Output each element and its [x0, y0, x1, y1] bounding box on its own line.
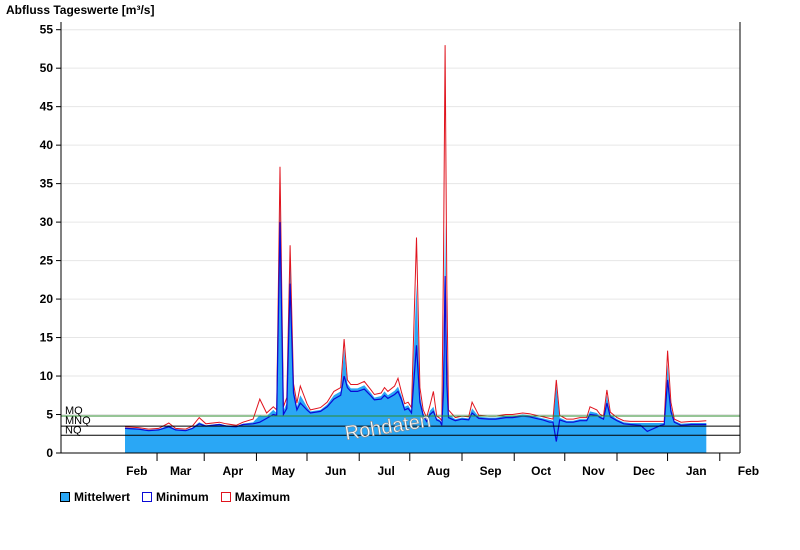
series-minimum-line [124, 222, 707, 442]
y-tick-label: 5 [46, 408, 53, 422]
x-tick-label: Jul [378, 464, 395, 478]
ref-label-mnq: MNQ [65, 415, 91, 427]
legend-swatch [60, 492, 70, 502]
legend-label: Minimum [156, 490, 209, 504]
y-tick-label: 50 [40, 61, 54, 75]
x-tick-label: Sep [480, 464, 502, 478]
ref-label-nq: NQ [65, 424, 82, 436]
series-maximum-line [124, 45, 707, 430]
x-tick-label: Jun [325, 464, 346, 478]
legend-swatch [220, 492, 231, 502]
x-tick-label: Jan [686, 464, 707, 478]
series-mittelwert-area [125, 199, 707, 453]
x-tick-label: Apr [223, 464, 244, 478]
legend-label: Maximum [234, 490, 291, 504]
y-tick-label: 55 [40, 23, 54, 37]
plot-background [61, 22, 740, 453]
legend-item-mittelwert: Mittelwert [60, 490, 130, 504]
ref-label-mq: MQ [65, 405, 83, 417]
x-tick-label: Dec [633, 464, 655, 478]
x-tick-label: Feb [738, 464, 759, 478]
legend: Mittelwert Minimum Maximum [60, 490, 290, 504]
y-tick-label: 20 [40, 292, 54, 306]
y-tick-label: 25 [40, 254, 54, 268]
legend-label: Mittelwert [74, 490, 131, 504]
legend-swatch [142, 492, 153, 502]
x-tick-label: Oct [531, 464, 551, 478]
y-tick-label: 0 [46, 446, 53, 460]
y-tick-label: 30 [40, 215, 54, 229]
x-tick-label: Feb [126, 464, 147, 478]
x-tick-label: May [272, 464, 296, 478]
y-tick-label: 40 [40, 138, 54, 152]
y-tick-label: 15 [40, 331, 54, 345]
y-tick-label: 45 [40, 100, 54, 114]
y-tick-label: 35 [40, 177, 54, 191]
x-tick-label: Aug [427, 464, 450, 478]
x-tick-label: Mar [170, 464, 192, 478]
legend-item-minimum: Minimum [142, 490, 209, 504]
legend-item-maximum: Maximum [220, 490, 291, 504]
y-tick-label: 10 [40, 369, 54, 383]
x-tick-label: Nov [582, 464, 605, 478]
chart-title: Abfluss Tageswerte [m³/s] [6, 3, 154, 17]
